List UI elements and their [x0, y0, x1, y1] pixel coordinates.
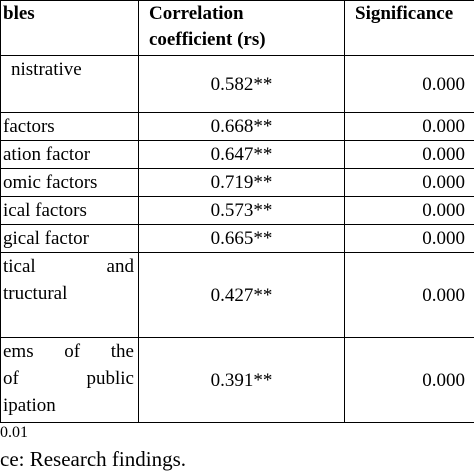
header-row: bles Correlation coefficient (rs) Significa… — [0, 0, 474, 56]
variable-cell: nistrative — [0, 55, 139, 113]
cell-line: gical factor — [3, 228, 89, 249]
footer: 0.01 ce: Research findings. — [0, 420, 186, 472]
correlation-cell: 0.665** — [138, 224, 345, 253]
cell-line: of public — [3, 368, 134, 389]
header-text: bles — [3, 3, 35, 24]
correlation-cell: 0.668** — [138, 112, 345, 141]
cell-line: ems of the — [3, 341, 134, 362]
cell-line: factors — [3, 116, 55, 137]
cell-line: ipation — [3, 395, 56, 416]
variable-cell: factors — [0, 112, 139, 141]
variable-cell: ical factors — [0, 196, 139, 225]
variable-cell: gical factor — [0, 224, 139, 253]
variable-cell: tical and tructural — [0, 252, 139, 338]
cell-line: ical factors — [3, 200, 87, 221]
header-cell: Significance — [344, 0, 474, 56]
table-row: factors 0.668** 0.000 — [0, 112, 474, 141]
correlation-cell: 0.573** — [138, 196, 345, 225]
significance-cell: 0.000 — [344, 224, 474, 253]
variable-cell: omic factors — [0, 168, 139, 197]
cell-line: tical and — [3, 256, 134, 277]
table-row: ems of the of public ipation 0.391** 0.000 — [0, 337, 474, 423]
correlation-cell: 0.719** — [138, 168, 345, 197]
table-wrap: bles Correlation coefficient (rs) Significa… — [0, 0, 474, 423]
significance-cell: 0.000 — [344, 140, 474, 169]
significance-cell: 0.000 — [344, 55, 474, 113]
table-row: ation factor 0.647** 0.000 — [0, 140, 474, 169]
variable-cell: ation factor — [0, 140, 139, 169]
table: bles Correlation coefficient (rs) Significa… — [0, 0, 474, 423]
correlation-cell: 0.391** — [138, 337, 345, 423]
cell-line: ation factor — [3, 144, 91, 165]
cell-line: tructural — [3, 283, 68, 304]
cell-line: Correlation — [149, 3, 244, 24]
significance-cell: 0.000 — [344, 196, 474, 225]
cell-line: omic factors — [3, 172, 98, 193]
header-text: Significance — [355, 3, 454, 24]
footer-note: ce: Research findings. — [0, 447, 187, 471]
table-row: omic factors 0.719** 0.000 — [0, 168, 474, 197]
table-row: nistrative 0.582** 0.000 — [0, 55, 474, 113]
significance-cell: 0.000 — [344, 337, 474, 423]
correlation-cell: 0.647** — [138, 140, 345, 169]
cell-line: coefficient (rs) — [149, 29, 266, 50]
footer-note: 0.01 — [0, 424, 28, 441]
correlation-cell: 0.427** — [138, 252, 345, 338]
significance-cell: 0.000 — [344, 168, 474, 197]
header-cell: bles — [0, 0, 139, 56]
correlation-cell: 0.582** — [138, 55, 345, 113]
cell-line: nistrative — [11, 59, 82, 80]
significance-cell: 0.000 — [344, 112, 474, 141]
header-cell: Correlation coefficient (rs) — [138, 0, 345, 56]
table-row: ical factors 0.573** 0.000 — [0, 196, 474, 225]
variable-cell: ems of the of public ipation — [0, 337, 139, 423]
significance-cell: 0.000 — [344, 252, 474, 338]
table-row: tical and tructural 0.427** 0.000 — [0, 252, 474, 338]
table-row: gical factor 0.665** 0.000 — [0, 224, 474, 253]
